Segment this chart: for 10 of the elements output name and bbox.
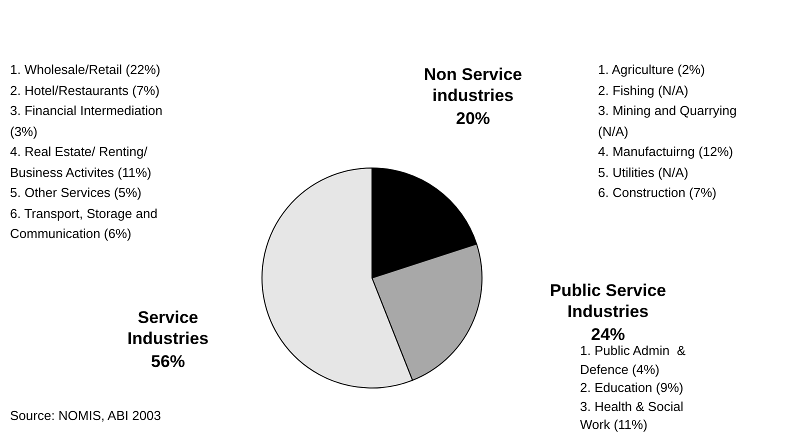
slice-label: Non Service industries (424, 65, 522, 105)
text: 1. Agriculture (2%) 2. Fishing (N/A) 3. Mining and Quarrying (N/A) 4. Manufactuirng (12%) 5. Utilities (N/A) 6. Construction (7%) (598, 61, 738, 202)
data-label: 56% (150, 352, 186, 371)
data-label: 20% (456, 109, 490, 128)
source-note: Source: NOMIS, ABI 2003 (10, 407, 162, 425)
text: 1. Public Admin & Defence (4%) 2. Education (9%) 3. Health & Social Work (11%) (580, 342, 686, 434)
slice-label: Public Service Industries (550, 281, 666, 321)
slice-label: Service Industries (127, 308, 209, 348)
data-label: 24% (590, 325, 626, 344)
text: 1. Wholesale/Retail (22%) 2. Hotel/Restaurants (7%) 3. Financial Intermediation (3%) 4. Real Estate/ Renting/ Business Activites (11%) 5. Other Services (5%) 6. Transport, Storage and Communication (6%) (10, 62, 162, 241)
